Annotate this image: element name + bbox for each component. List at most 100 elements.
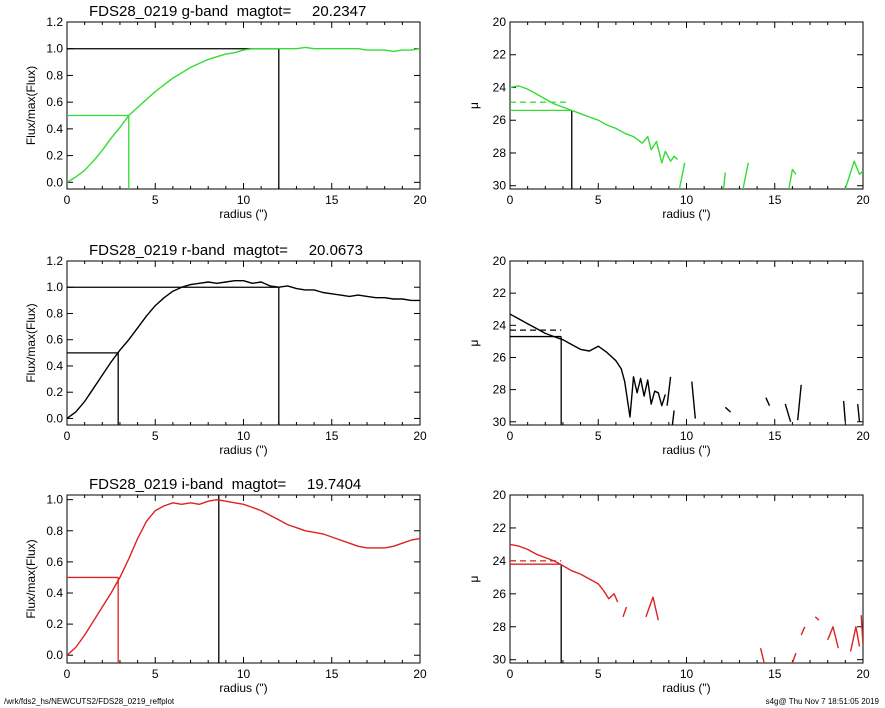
surface-brightness-segment <box>510 543 619 603</box>
x-axis-label: radius (") <box>662 207 710 221</box>
profile-line <box>67 499 420 656</box>
surface-brightness-segment <box>759 648 765 663</box>
surface-brightness-segment <box>510 313 666 418</box>
x-tick-label: 0 <box>507 429 514 443</box>
surface-brightness-segment <box>666 376 672 406</box>
data-layer <box>67 46 420 189</box>
plot-frame <box>66 494 421 664</box>
y-tick-label: 0.0 <box>46 175 63 189</box>
surface-brightness-segment <box>849 626 861 652</box>
y-tick-label: 0.6 <box>46 555 63 569</box>
y-tick-label: 1.2 <box>46 15 63 29</box>
plot-frame <box>509 260 864 426</box>
x-axis-label: radius (") <box>662 443 710 457</box>
x-axis-label: radius (") <box>219 443 267 457</box>
surface-brightness-segment <box>724 406 732 413</box>
x-tick-label: 10 <box>237 193 251 207</box>
y-tick-label: 0.2 <box>46 149 63 163</box>
chart-panel-5: 0 5 10 15 20 0.0 0.2 0.4 0.6 0.8 1.0 radius (") Flux… <box>24 476 427 695</box>
data-layer <box>67 495 420 663</box>
surface-brightness-segment <box>844 160 863 189</box>
x-tick-label: 10 <box>237 667 251 681</box>
y-tick-label: 22 <box>493 521 507 535</box>
x-axis-label: radius (") <box>662 681 710 695</box>
profile-line <box>67 46 420 183</box>
x-tick-label: 15 <box>325 193 339 207</box>
x-tick-label: 20 <box>856 193 870 207</box>
x-tick-label: 0 <box>64 429 71 443</box>
y-tick-label: 1.0 <box>46 280 63 294</box>
data-layer <box>67 280 420 425</box>
plot-frame <box>66 260 421 426</box>
y-tick-label: 0.8 <box>46 306 63 320</box>
surface-brightness-segment <box>510 85 679 164</box>
y-tick-label: 0.4 <box>46 586 63 600</box>
chart-title: FDS28_0219 i-band magtot= 19.7404 <box>89 476 361 493</box>
x-tick-label: 15 <box>768 429 782 443</box>
x-tick-label: 10 <box>680 429 694 443</box>
x-tick-label: 0 <box>64 667 71 681</box>
y-axis-label: Flux/max(Flux) <box>24 66 38 145</box>
data-layer <box>510 543 863 663</box>
chart-title: FDS28_0219 r-band magtot= 20.0673 <box>89 242 363 259</box>
y-tick-label: 1.2 <box>46 254 63 268</box>
x-tick-label: 0 <box>507 193 514 207</box>
y-axis-label: Flux/max(Flux) <box>24 539 38 618</box>
y-tick-label: 28 <box>493 146 507 160</box>
surface-brightness-segment <box>857 404 861 422</box>
chart-panel-6: 0 5 10 15 20 20 22 24 26 28 30 radius (") μ <box>467 488 870 695</box>
y-tick-label: 0.6 <box>46 333 63 347</box>
y-tick-label: 30 <box>493 179 507 193</box>
surface-brightness-segment <box>791 652 797 663</box>
y-tick-label: 28 <box>493 620 507 634</box>
plot-frame <box>66 21 421 190</box>
x-tick-label: 0 <box>507 667 514 681</box>
surface-brightness-segment <box>722 172 726 189</box>
chart-panel-3: 0 5 10 15 20 0.0 0.2 0.4 0.6 0.8 1.0 1.2 radius (") F… <box>24 242 427 457</box>
x-tick-label: 20 <box>856 667 870 681</box>
surface-brightness-segment <box>622 606 628 618</box>
y-tick-label: 0.0 <box>46 411 63 425</box>
y-tick-label: 0.2 <box>46 617 63 631</box>
y-tick-label: 0.4 <box>46 359 63 373</box>
surface-brightness-segment <box>784 403 792 423</box>
surface-brightness-segment <box>678 162 686 189</box>
chart-panel-4: 0 5 10 15 20 20 22 24 26 28 30 radius (") μ <box>467 254 870 457</box>
x-tick-label: 10 <box>237 429 251 443</box>
y-tick-label: 26 <box>493 113 507 127</box>
y-tick-label: 22 <box>493 286 507 300</box>
y-tick-label: 0.6 <box>46 95 63 109</box>
chart-panel-2: 0 5 10 15 20 20 22 24 26 28 30 radius (") μ <box>467 15 870 221</box>
y-tick-label: 20 <box>493 488 507 502</box>
x-tick-label: 20 <box>413 429 427 443</box>
y-tick-label: 24 <box>493 80 507 94</box>
y-tick-label: 0.8 <box>46 524 63 538</box>
x-tick-label: 5 <box>595 193 602 207</box>
x-tick-label: 5 <box>595 429 602 443</box>
surface-brightness-segment <box>691 381 696 419</box>
y-tick-label: 1.0 <box>46 493 63 507</box>
x-tick-label: 5 <box>152 193 159 207</box>
y-tick-label: 26 <box>493 587 507 601</box>
y-tick-label: 0.2 <box>46 385 63 399</box>
x-tick-label: 5 <box>595 667 602 681</box>
y-tick-label: 24 <box>493 554 507 568</box>
surface-brightness-segment <box>797 384 802 421</box>
y-tick-label: 20 <box>493 254 507 268</box>
x-tick-label: 15 <box>768 193 782 207</box>
x-tick-label: 15 <box>768 667 782 681</box>
footer-file-path: /wrk/fds2_hs/NEWCUTS2/FDS28_0219_reffplo… <box>4 697 175 706</box>
footer-timestamp: s4g@ Thu Nov 7 18:51:05 2019 <box>765 697 879 706</box>
y-axis-label: Flux/max(Flux) <box>24 303 38 382</box>
y-axis-label: μ <box>467 102 481 109</box>
x-tick-label: 20 <box>413 193 427 207</box>
chart-title: FDS28_0219 g-band magtot= 20.2347 <box>89 3 366 20</box>
x-tick-label: 5 <box>152 429 159 443</box>
y-tick-label: 30 <box>493 415 507 429</box>
surface-brightness-segment <box>800 626 806 636</box>
surface-brightness-segment <box>742 162 749 189</box>
plot-frame <box>509 494 864 664</box>
surface-brightness-segment <box>827 626 839 649</box>
y-axis-label: μ <box>467 575 481 582</box>
